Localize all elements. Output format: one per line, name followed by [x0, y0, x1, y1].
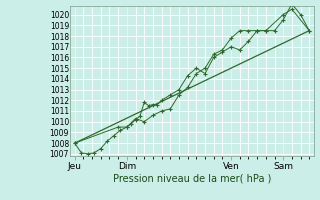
X-axis label: Pression niveau de la mer( hPa ): Pression niveau de la mer( hPa ) — [113, 173, 271, 183]
